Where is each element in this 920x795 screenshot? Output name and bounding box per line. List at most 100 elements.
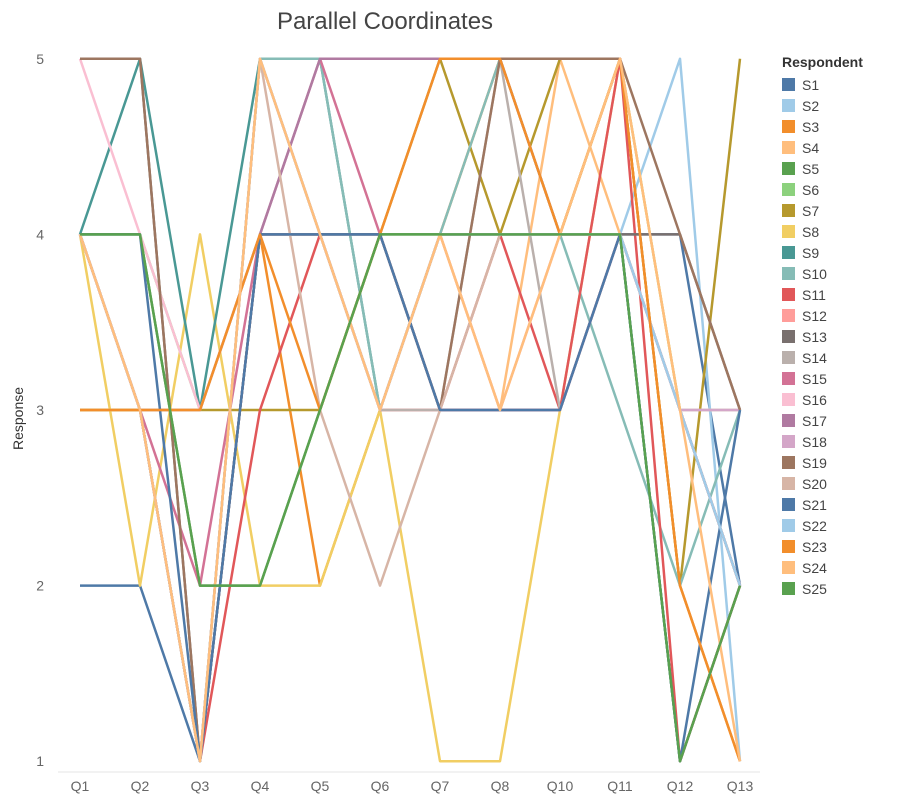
- legend-label: S24: [802, 559, 827, 576]
- legend-label: S8: [802, 223, 820, 240]
- legend-item-s24[interactable]: S24: [782, 557, 912, 578]
- legend-item-s3[interactable]: S3: [782, 116, 912, 137]
- legend-swatch: [782, 393, 795, 406]
- y-tick-label-2: 2: [36, 578, 44, 594]
- legend-swatch: [782, 267, 795, 280]
- legend-item-s9[interactable]: S9: [782, 242, 912, 263]
- legend-item-s21[interactable]: S21: [782, 494, 912, 515]
- legend-label: S7: [802, 202, 820, 219]
- legend-swatch: [782, 246, 795, 259]
- legend-item-s19[interactable]: S19: [782, 452, 912, 473]
- x-tick-label-q12: Q12: [667, 778, 694, 794]
- legend-item-s1[interactable]: S1: [782, 74, 912, 95]
- legend-swatch: [782, 78, 795, 91]
- legend-swatch: [782, 372, 795, 385]
- legend-item-s15[interactable]: S15: [782, 368, 912, 389]
- series-lines-layer: [78, 57, 742, 763]
- legend-item-s12[interactable]: S12: [782, 305, 912, 326]
- x-tick-label-q1: Q1: [71, 778, 90, 794]
- legend-swatch: [782, 162, 795, 175]
- legend-item-s2[interactable]: S2: [782, 95, 912, 116]
- x-tick-label-q2: Q2: [131, 778, 150, 794]
- x-tick-label-q5: Q5: [311, 778, 330, 794]
- legend-item-s16[interactable]: S16: [782, 389, 912, 410]
- legend-swatch: [782, 498, 795, 511]
- legend-swatch: [782, 183, 795, 196]
- legend-swatch: [782, 225, 795, 238]
- x-tick-label-q13: Q13: [727, 778, 754, 794]
- legend-item-s6[interactable]: S6: [782, 179, 912, 200]
- legend-label: S17: [802, 412, 827, 429]
- legend-swatch: [782, 561, 795, 574]
- parallel-coordinates-chart: Q1 Q2 Q3 Q4 Q5 Q6 Q7 Q8 Q10 Q11 Q12 Q13 1 2 3 4 5: [36, 51, 760, 794]
- legend-swatch: [782, 120, 795, 133]
- chart-title: Parallel Coordinates: [276, 8, 494, 35]
- legend-label: S22: [802, 517, 827, 534]
- legend-label: S4: [802, 139, 820, 156]
- series-line-s24: [78, 57, 742, 763]
- legend-swatch: [782, 456, 795, 469]
- y-tick-label-5: 5: [36, 51, 44, 67]
- y-tick-label-4: 4: [36, 226, 44, 242]
- legend-swatch: [782, 99, 795, 112]
- ticks-layer: Q1 Q2 Q3 Q4 Q5 Q6 Q7 Q8 Q10 Q11 Q12 Q13 1 2 3 4 5: [36, 51, 753, 794]
- legend-items: S1 S2 S3 S4 S5 S6 S7 S8 S9 S10 S11 S12 S13 S14 S15 S16 S…: [782, 74, 912, 599]
- legend-label: S16: [802, 391, 827, 408]
- legend-label: S6: [802, 181, 820, 198]
- legend-label: S5: [802, 160, 820, 177]
- x-tick-label-q4: Q4: [251, 778, 270, 794]
- legend-label: S18: [802, 433, 827, 450]
- legend-item-s4[interactable]: S4: [782, 137, 912, 158]
- legend-label: S15: [802, 370, 827, 387]
- legend-item-s7[interactable]: S7: [782, 200, 912, 221]
- legend-label: S10: [802, 265, 827, 282]
- legend: Respondent S1 S2 S3 S4 S5 S6 S7 S8 S9 S10 S11 S12 S1…: [782, 54, 912, 599]
- x-tick-label-q11: Q11: [607, 778, 633, 794]
- legend-item-s20[interactable]: S20: [782, 473, 912, 494]
- legend-item-s11[interactable]: S11: [782, 284, 912, 305]
- legend-label: S23: [802, 538, 827, 555]
- legend-item-s22[interactable]: S22: [782, 515, 912, 536]
- legend-label: S20: [802, 475, 827, 492]
- legend-title: Respondent: [782, 54, 863, 70]
- legend-item-s5[interactable]: S5: [782, 158, 912, 179]
- legend-swatch: [782, 204, 795, 217]
- legend-item-s17[interactable]: S17: [782, 410, 912, 431]
- legend-item-s23[interactable]: S23: [782, 536, 912, 557]
- legend-item-s25[interactable]: S25: [782, 578, 912, 599]
- legend-swatch: [782, 414, 795, 427]
- legend-swatch: [782, 582, 795, 595]
- legend-label: S1: [802, 76, 820, 93]
- legend-label: S25: [802, 580, 827, 597]
- legend-swatch: [782, 288, 795, 301]
- legend-label: S9: [802, 244, 820, 261]
- legend-label: S2: [802, 97, 820, 114]
- legend-label: S12: [802, 307, 827, 324]
- legend-label: S14: [802, 349, 827, 366]
- legend-label: S21: [802, 496, 827, 513]
- legend-label: S13: [802, 328, 827, 345]
- legend-swatch: [782, 477, 795, 490]
- x-tick-label-q3: Q3: [191, 778, 210, 794]
- legend-item-s10[interactable]: S10: [782, 263, 912, 284]
- legend-item-s13[interactable]: S13: [782, 326, 912, 347]
- legend-swatch: [782, 330, 795, 343]
- x-tick-label-q8: Q8: [491, 778, 510, 794]
- legend-item-s18[interactable]: S18: [782, 431, 912, 452]
- x-tick-label-q7: Q7: [431, 778, 450, 794]
- series-line-s25: [80, 233, 742, 763]
- legend-label: S11: [802, 286, 826, 303]
- legend-item-s8[interactable]: S8: [782, 221, 912, 242]
- legend-swatch: [782, 435, 795, 448]
- y-tick-label-1: 1: [36, 753, 44, 769]
- legend-label: S3: [802, 118, 820, 135]
- legend-swatch: [782, 540, 795, 553]
- legend-swatch: [782, 309, 795, 322]
- legend-item-s14[interactable]: S14: [782, 347, 912, 368]
- series-line-s23: [80, 57, 742, 762]
- legend-swatch: [782, 351, 795, 364]
- x-tick-label-q10: Q10: [547, 778, 574, 794]
- legend-label: S19: [802, 454, 827, 471]
- legend-swatch: [782, 141, 795, 154]
- y-tick-label-3: 3: [36, 402, 44, 418]
